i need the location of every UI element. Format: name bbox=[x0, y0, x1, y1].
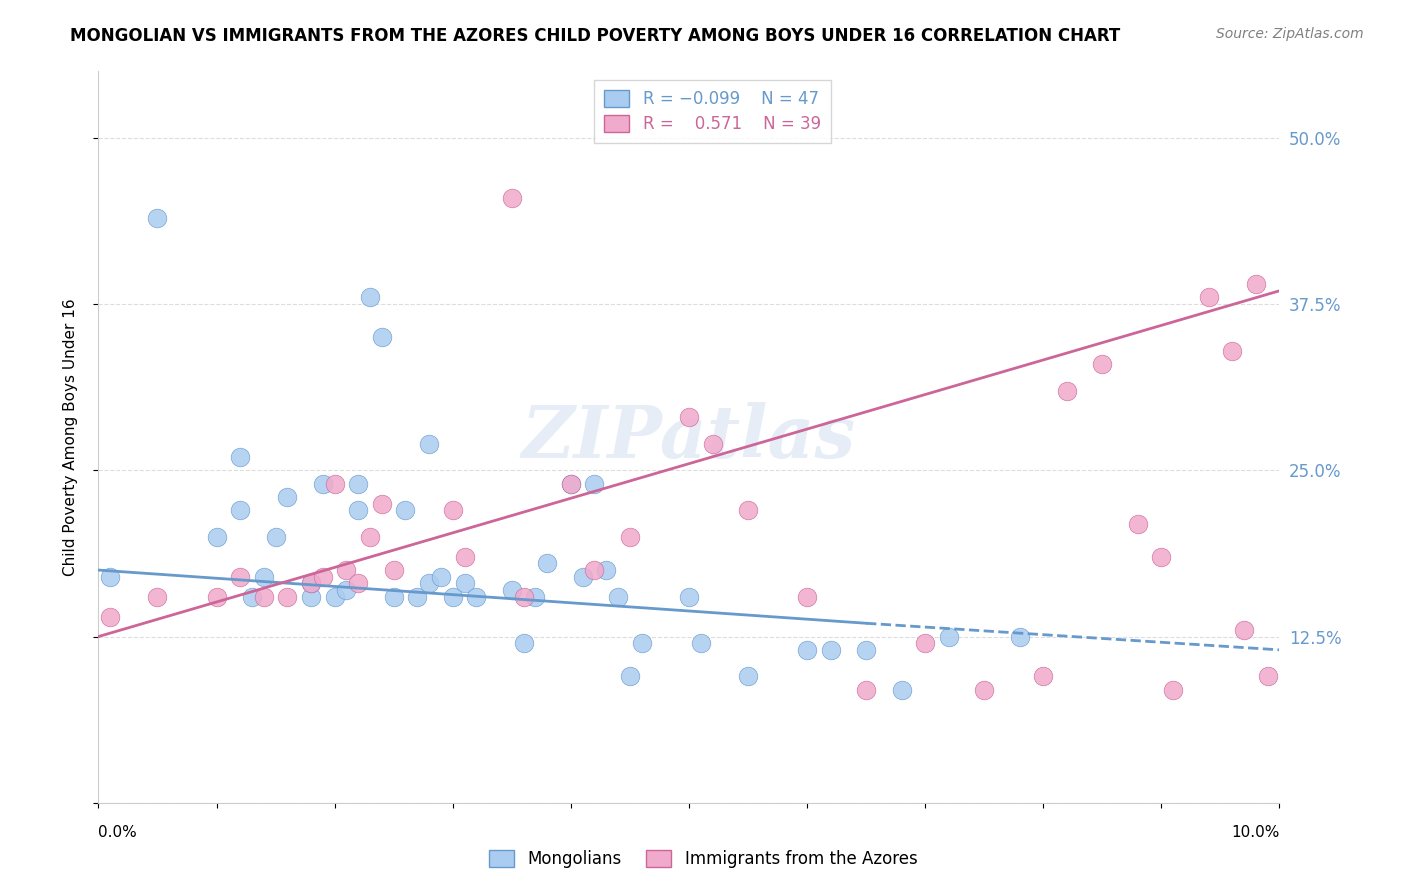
Point bbox=[855, 643, 877, 657]
Point bbox=[276, 590, 298, 604]
Point bbox=[205, 590, 228, 604]
Point bbox=[253, 570, 276, 584]
Point bbox=[1056, 384, 1078, 398]
Point bbox=[512, 636, 534, 650]
Point bbox=[1150, 549, 1173, 564]
Legend: Mongolians, Immigrants from the Azores: Mongolians, Immigrants from the Azores bbox=[482, 843, 924, 875]
Point bbox=[229, 570, 252, 584]
Point bbox=[938, 630, 960, 644]
Y-axis label: Child Poverty Among Boys Under 16: Child Poverty Among Boys Under 16 bbox=[63, 298, 77, 576]
Point bbox=[205, 530, 228, 544]
Point bbox=[737, 669, 759, 683]
Point bbox=[1126, 516, 1149, 531]
Point bbox=[512, 590, 534, 604]
Point bbox=[418, 436, 440, 450]
Point bbox=[335, 563, 357, 577]
Point bbox=[312, 476, 335, 491]
Point bbox=[1257, 669, 1279, 683]
Point bbox=[630, 636, 652, 650]
Point bbox=[583, 563, 606, 577]
Point bbox=[560, 476, 582, 491]
Point bbox=[299, 590, 322, 604]
Point bbox=[619, 669, 641, 683]
Point bbox=[382, 563, 405, 577]
Point bbox=[335, 582, 357, 597]
Text: 10.0%: 10.0% bbox=[1232, 825, 1279, 840]
Point bbox=[737, 503, 759, 517]
Point bbox=[229, 503, 252, 517]
Point bbox=[855, 682, 877, 697]
Legend: R = −0.099    N = 47, R =    0.571    N = 39: R = −0.099 N = 47, R = 0.571 N = 39 bbox=[595, 79, 831, 143]
Point bbox=[796, 590, 818, 604]
Point bbox=[595, 563, 617, 577]
Text: MONGOLIAN VS IMMIGRANTS FROM THE AZORES CHILD POVERTY AMONG BOYS UNDER 16 CORREL: MONGOLIAN VS IMMIGRANTS FROM THE AZORES … bbox=[70, 27, 1121, 45]
Point bbox=[1244, 277, 1267, 292]
Point bbox=[98, 570, 121, 584]
Point bbox=[441, 590, 464, 604]
Point bbox=[536, 557, 558, 571]
Point bbox=[264, 530, 287, 544]
Point bbox=[441, 503, 464, 517]
Text: ZIPatlas: ZIPatlas bbox=[522, 401, 856, 473]
Point bbox=[1032, 669, 1054, 683]
Point bbox=[418, 576, 440, 591]
Point bbox=[347, 476, 370, 491]
Point bbox=[571, 570, 593, 584]
Point bbox=[1161, 682, 1184, 697]
Point bbox=[1198, 290, 1220, 304]
Point bbox=[98, 609, 121, 624]
Point bbox=[323, 590, 346, 604]
Point bbox=[914, 636, 936, 650]
Point bbox=[501, 582, 523, 597]
Point bbox=[1220, 343, 1243, 358]
Point bbox=[146, 211, 169, 225]
Point bbox=[678, 410, 700, 425]
Point bbox=[299, 576, 322, 591]
Point bbox=[678, 590, 700, 604]
Point bbox=[299, 576, 322, 591]
Point bbox=[240, 590, 263, 604]
Point bbox=[796, 643, 818, 657]
Point bbox=[312, 570, 335, 584]
Point bbox=[607, 590, 630, 604]
Point bbox=[890, 682, 912, 697]
Point bbox=[323, 476, 346, 491]
Point bbox=[359, 290, 381, 304]
Point bbox=[430, 570, 453, 584]
Point bbox=[820, 643, 842, 657]
Point bbox=[276, 490, 298, 504]
Text: Source: ZipAtlas.com: Source: ZipAtlas.com bbox=[1216, 27, 1364, 41]
Point bbox=[229, 450, 252, 464]
Point bbox=[453, 549, 475, 564]
Point bbox=[1008, 630, 1031, 644]
Point bbox=[702, 436, 724, 450]
Point bbox=[501, 191, 523, 205]
Point bbox=[1091, 357, 1114, 371]
Point bbox=[453, 576, 475, 591]
Point bbox=[371, 330, 394, 344]
Point bbox=[406, 590, 429, 604]
Text: 0.0%: 0.0% bbox=[98, 825, 138, 840]
Point bbox=[689, 636, 711, 650]
Point bbox=[146, 590, 169, 604]
Point bbox=[560, 476, 582, 491]
Point bbox=[973, 682, 995, 697]
Point bbox=[619, 530, 641, 544]
Point bbox=[359, 530, 381, 544]
Point bbox=[253, 590, 276, 604]
Point bbox=[394, 503, 416, 517]
Point bbox=[1233, 623, 1256, 637]
Point bbox=[371, 497, 394, 511]
Point bbox=[583, 476, 606, 491]
Point bbox=[347, 503, 370, 517]
Point bbox=[465, 590, 488, 604]
Point bbox=[382, 590, 405, 604]
Point bbox=[347, 576, 370, 591]
Point bbox=[524, 590, 547, 604]
